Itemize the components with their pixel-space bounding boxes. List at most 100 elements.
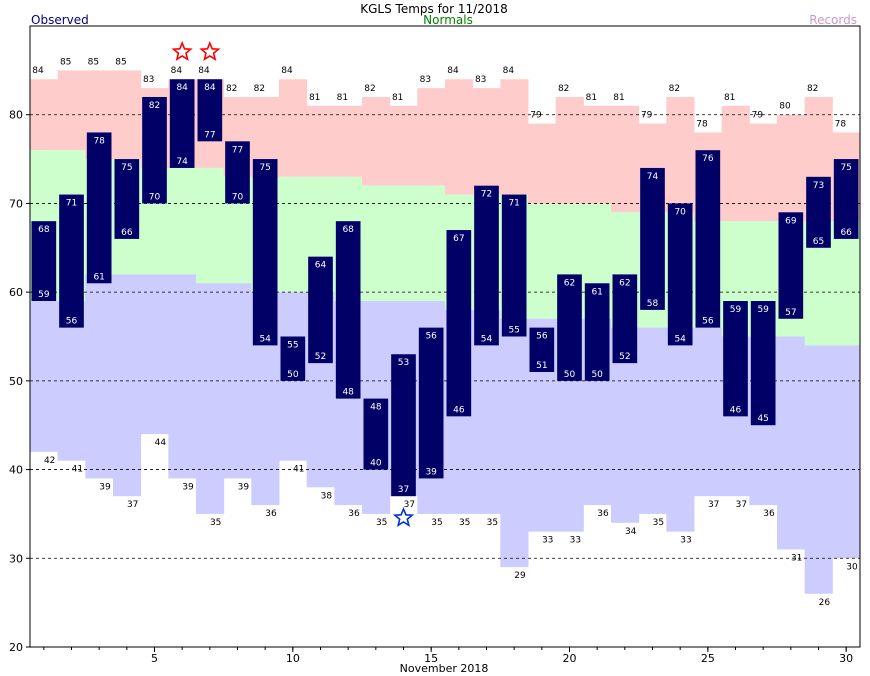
record-low-label: 37 (127, 500, 138, 510)
record-high-label: 80 (779, 102, 791, 112)
record-low-band (666, 327, 695, 532)
x-tick-label: 20 (563, 652, 577, 665)
normal-band (362, 185, 391, 302)
record-low-band (638, 327, 667, 514)
record-high-band (749, 123, 778, 222)
record-high-label: 82 (558, 84, 569, 94)
normal-band (168, 167, 197, 275)
record-low-label: 33 (570, 536, 581, 546)
record-low-label: 35 (459, 518, 470, 528)
record-high-band (666, 96, 695, 213)
value-labels-layer: 68 59 84 42 71 56 85 41 78 61 85 39 75 66 85 37 82 70 83 44… (32, 57, 858, 607)
observed-low-label: 52 (315, 352, 326, 362)
record-high-band (500, 79, 529, 195)
observed-high-label: 74 (647, 172, 659, 182)
record-low-label: 37 (736, 500, 747, 510)
observed-bar (86, 132, 112, 284)
record-high-label: 83 (475, 75, 486, 85)
observed-high-label: 75 (840, 163, 851, 173)
observed-low-label: 57 (785, 308, 796, 318)
observed-bar (31, 221, 57, 302)
record-low-label: 37 (708, 500, 719, 510)
record-low-label: 35 (487, 518, 498, 528)
observed-bar (114, 159, 140, 239)
observed-bar (750, 301, 776, 426)
observed-low-label: 45 (757, 414, 768, 424)
observed-bar (169, 79, 195, 168)
record-low-label: 42 (44, 456, 55, 466)
record-high-band (306, 105, 335, 177)
observed-high-label: 48 (370, 403, 382, 413)
observed-low-label: 61 (93, 272, 104, 282)
chart-title: KGLS Temps for 11/2018 (360, 2, 508, 16)
record-low-band (140, 274, 169, 435)
observed-low-label: 51 (536, 361, 547, 371)
record-high-label: 82 (226, 84, 237, 94)
observed-low-label: 54 (259, 334, 271, 344)
record-low-label: 38 (321, 491, 333, 501)
observed-high-label: 55 (287, 341, 298, 351)
record-high-label: 85 (60, 57, 71, 67)
observed-high-label: 62 (619, 278, 630, 288)
record-high-label: 82 (807, 84, 818, 94)
observed-bars-layer (31, 79, 859, 497)
record-high-label: 78 (696, 119, 708, 129)
record-high-label: 84 (503, 66, 515, 76)
observed-low-label: 55 (508, 326, 519, 336)
observed-high-label: 75 (259, 163, 270, 173)
record-low-label: 39 (238, 482, 250, 492)
record-low-band (777, 336, 806, 550)
y-tick-label: 40 (9, 464, 23, 477)
x-tick-label: 15 (424, 652, 438, 665)
observed-low-label: 66 (840, 228, 852, 238)
record-high-label: 81 (309, 93, 320, 103)
normal-band (417, 185, 446, 302)
record-high-band (472, 88, 501, 195)
observed-high-label: 71 (508, 199, 519, 209)
observed-low-label: 54 (674, 334, 686, 344)
observed-low-label: 77 (204, 130, 215, 140)
record-high-label: 79 (752, 111, 764, 121)
normal-band (389, 185, 418, 302)
x-tick-label: 5 (151, 652, 158, 665)
record-high-label: 84 (281, 66, 293, 76)
x-tick-label: 10 (286, 652, 300, 665)
x-tick-label: 30 (839, 652, 853, 665)
observed-low-label: 37 (398, 485, 409, 495)
record-low-label: 35 (653, 518, 664, 528)
record-high-label: 81 (337, 93, 348, 103)
record-low-label: 41 (72, 465, 83, 475)
record-high-label: 83 (420, 75, 431, 85)
grid-layer (30, 114, 860, 559)
record-high-band (445, 79, 474, 195)
record-low-label: 39 (99, 482, 111, 492)
record-high-label: 83 (143, 75, 154, 85)
record-high-band (389, 105, 418, 186)
axes-layer: 20 30 40 50 60 70 80 5 10 15 20 25 30 (9, 109, 853, 665)
observed-bar (695, 150, 721, 328)
observed-low-label: 70 (149, 192, 161, 202)
record-high-band (334, 105, 363, 177)
record-low-label: 34 (625, 527, 637, 537)
observed-high-label: 78 (93, 136, 105, 146)
record-low-label: 26 (819, 598, 831, 608)
observed-low-label: 56 (702, 317, 714, 327)
observed-high-label: 68 (38, 225, 50, 235)
observed-low-label: 39 (425, 467, 437, 477)
record-low-label: 44 (155, 438, 167, 448)
record-high-label: 78 (835, 119, 847, 129)
record-low-label: 33 (542, 536, 553, 546)
record-high-label: 81 (724, 93, 735, 103)
legend-observed: Observed (31, 13, 89, 27)
observed-low-label: 50 (591, 370, 603, 380)
record-high-label: 81 (392, 93, 403, 103)
record-low-label: 31 (791, 553, 802, 563)
observed-bar (557, 274, 582, 381)
observed-bar (225, 141, 250, 204)
observed-low-label: 66 (121, 228, 133, 238)
record-low-label: 39 (182, 482, 194, 492)
record-low-label: 35 (431, 518, 442, 528)
observed-bar (723, 301, 748, 417)
y-tick-label: 70 (9, 197, 23, 210)
